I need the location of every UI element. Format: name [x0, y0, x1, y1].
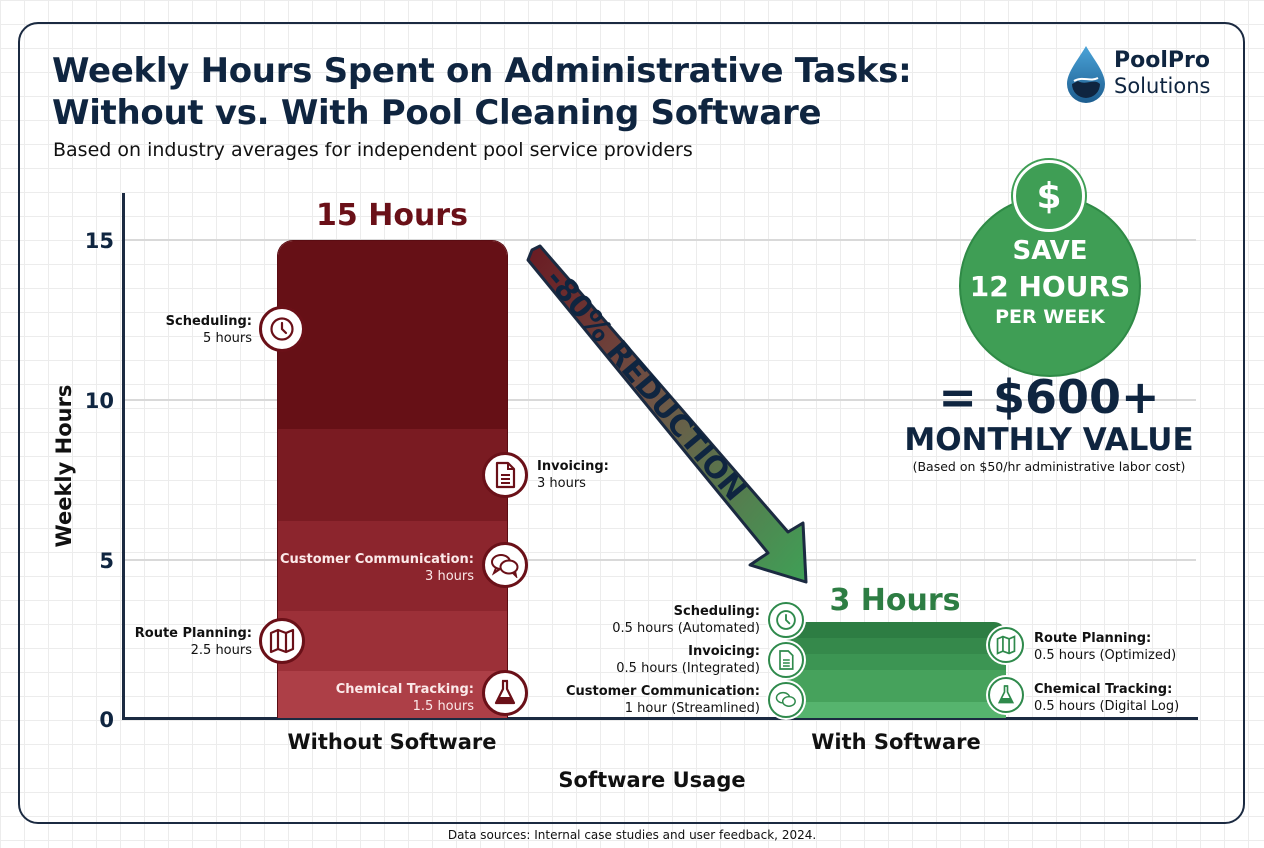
logo-name-line-2: Solutions	[1114, 74, 1211, 98]
bar-without-software	[277, 240, 508, 718]
clock-icon	[768, 602, 804, 638]
y-tick-0: 0	[99, 708, 114, 732]
logo-name-line-1: PoolPro	[1114, 48, 1210, 73]
x-category-with: With Software	[811, 730, 981, 754]
label-without-chemical-tracking: Chemical Tracking: 1.5 hours	[335, 682, 474, 714]
y-tick-15: 15	[84, 229, 114, 253]
document-icon	[482, 452, 528, 498]
segment-scheduling	[786, 622, 1006, 638]
gridline-5	[124, 559, 1196, 561]
map-icon	[259, 618, 305, 664]
flask-icon	[988, 677, 1024, 713]
x-axis-line	[122, 717, 1198, 720]
chat-bubbles-icon	[482, 542, 528, 588]
chart-subtitle: Based on industry averages for independe…	[53, 139, 693, 161]
infographic-card	[18, 22, 1245, 824]
monthly-value-amount: = $600+	[938, 370, 1160, 424]
x-category-without: Without Software	[287, 730, 497, 754]
document-icon	[768, 642, 804, 678]
segment-scheduling	[278, 241, 507, 429]
label-without-invoicing: Invoicing: 3 hours	[537, 459, 609, 491]
flask-icon	[482, 670, 528, 716]
segment-customer-communication	[786, 670, 1006, 702]
segment-customer-communication	[278, 521, 507, 611]
segment-invoicing	[786, 638, 1006, 654]
x-axis-label: Software Usage	[558, 768, 746, 792]
label-with-invoicing: Invoicing: 0.5 hours (Integrated)	[616, 644, 760, 676]
reduction-arrow-icon	[526, 244, 808, 584]
map-icon	[988, 627, 1024, 663]
segment-route-planning	[278, 611, 507, 671]
label-with-scheduling: Scheduling: 0.5 hours (Automated)	[612, 604, 760, 636]
chat-bubbles-icon	[768, 682, 804, 718]
label-without-customer-communication: Customer Communication: 3 hours	[279, 552, 474, 584]
y-tick-5: 5	[99, 549, 114, 573]
segment-invoicing	[278, 429, 507, 521]
data-source-footer: Data sources: Internal case studies and …	[447, 828, 817, 842]
water-drop-icon	[1067, 46, 1105, 103]
monthly-value-label: MONTHLY VALUE	[904, 422, 1194, 458]
segment-chemical-tracking	[786, 702, 1006, 718]
label-with-route-planning: Route Planning: 0.5 hours (Optimized)	[1034, 631, 1177, 663]
y-axis-line	[122, 193, 125, 720]
y-axis-label: Weekly Hours	[52, 384, 76, 548]
title-line-2: Without vs. With Pool Cleaning Software	[52, 93, 822, 133]
segment-chemical-tracking	[278, 671, 507, 718]
dollar-icon: $	[1013, 160, 1085, 232]
brand-logo: PoolPro Solutions	[1064, 44, 1234, 104]
monthly-value-note: (Based on $50/hr administrative labor co…	[912, 459, 1186, 474]
savings-line-3: PER WEEK	[995, 306, 1105, 328]
y-tick-10: 10	[84, 389, 114, 413]
segment-route-planning	[786, 654, 1006, 670]
gridline-15	[124, 239, 1196, 241]
label-with-customer-communication: Customer Communication: 1 hour (Streamli…	[565, 684, 760, 716]
savings-line-1: SAVE	[1012, 236, 1088, 266]
with-total-label: 3 Hours	[829, 583, 961, 618]
savings-line-2: 12 HOURS	[969, 270, 1131, 303]
label-with-chemical-tracking: Chemical Tracking: 0.5 hours (Digital Lo…	[1034, 682, 1180, 714]
bar-with-software	[786, 622, 1006, 718]
chart-title: Weekly Hours Spent on Administrative Tas…	[52, 50, 912, 134]
without-total-label: 15 Hours	[316, 198, 468, 233]
label-without-scheduling: Scheduling: 5 hours	[165, 314, 252, 346]
clock-icon	[259, 306, 305, 352]
title-line-1: Weekly Hours Spent on Administrative Tas…	[52, 51, 912, 91]
label-without-route-planning: Route Planning: 2.5 hours	[134, 626, 252, 658]
